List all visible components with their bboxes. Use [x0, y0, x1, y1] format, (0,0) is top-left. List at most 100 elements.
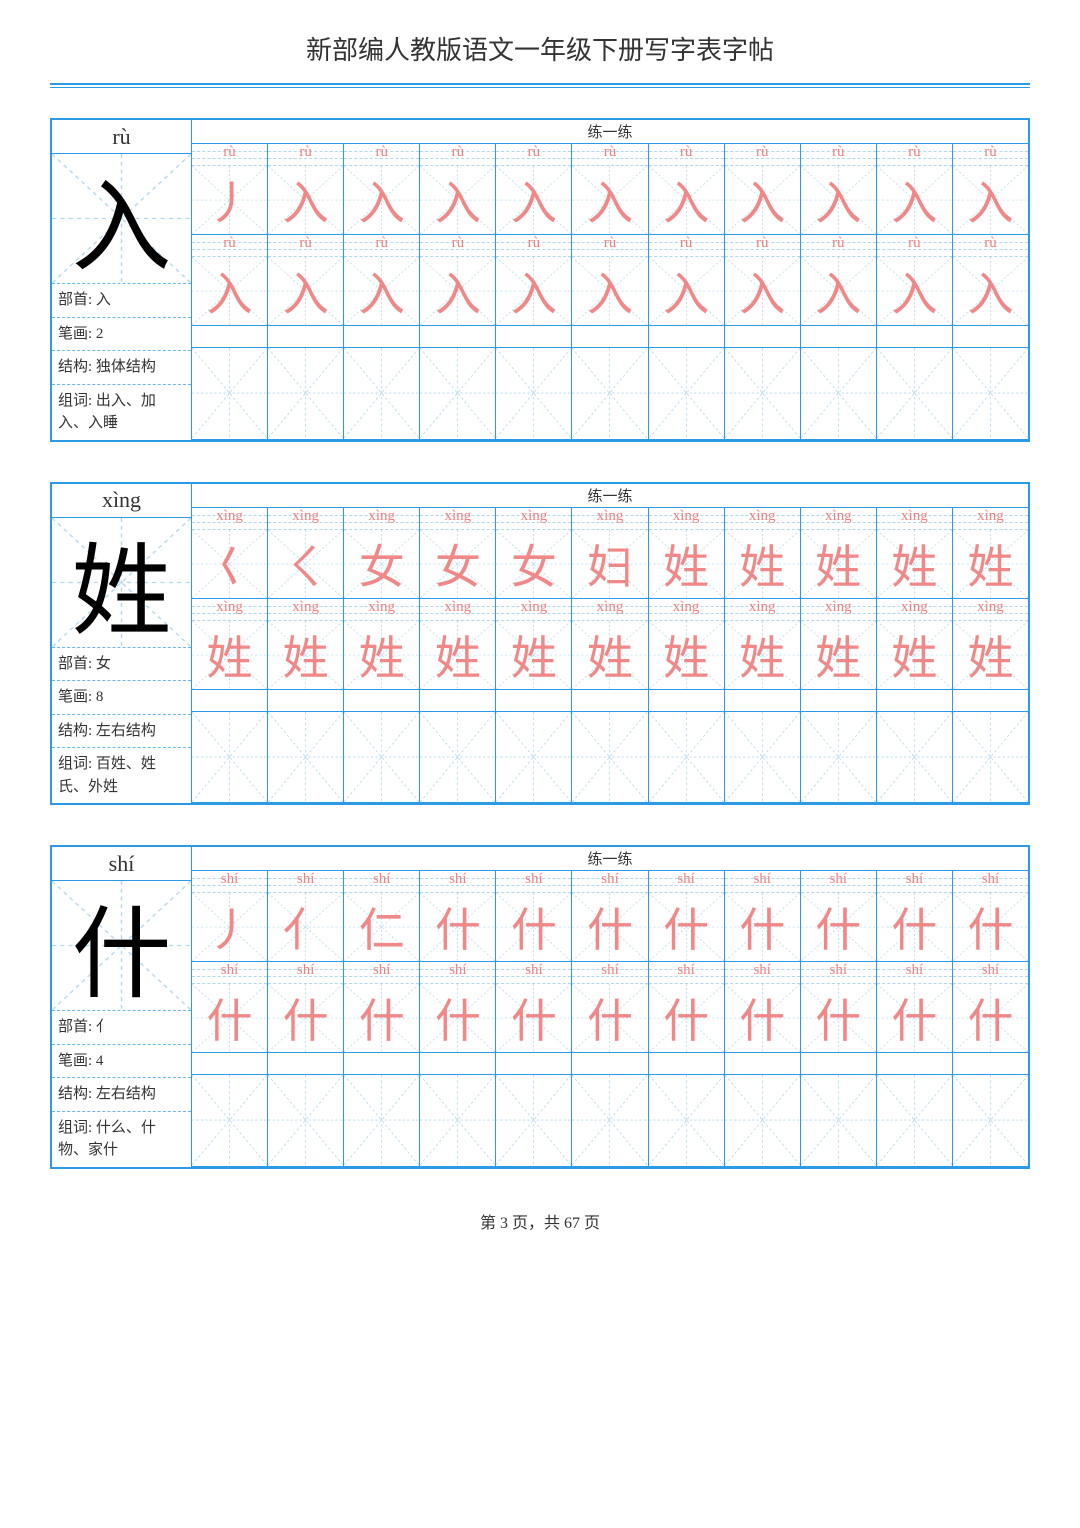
pinyin-small: rù: [649, 235, 724, 257]
empty-practice-cell: [953, 1075, 1028, 1166]
pinyin-small: xìng: [725, 599, 800, 621]
pinyin-small: xìng: [420, 599, 495, 621]
pinyin-small: rù: [801, 144, 876, 166]
pinyin-small: xìng: [649, 599, 724, 621]
practice-cell: shí什: [725, 962, 801, 1053]
pinyin-small: xìng: [649, 508, 724, 530]
pinyin-small: xìng: [268, 599, 343, 621]
trace-cell: 姓: [344, 621, 419, 689]
pinyin-small: xìng: [344, 599, 419, 621]
practice-cell: shí什: [420, 871, 496, 962]
trace-cell: 姓: [725, 530, 800, 598]
pinyin-small: rù: [877, 144, 952, 166]
practice-cell: rù入: [572, 144, 648, 235]
trace-cell: 什: [953, 984, 1028, 1052]
practice-cell: rù入: [496, 235, 572, 326]
practice-cell: shí什: [496, 962, 572, 1053]
practice-cell: shí什: [725, 871, 801, 962]
practice-cell: rù入: [344, 235, 420, 326]
trace-cell: 姓: [572, 621, 647, 689]
trace-cell: 什: [801, 893, 876, 961]
trace-cell: 入: [344, 257, 419, 325]
trace-cell: 什: [420, 893, 495, 961]
empty-practice-cell: [801, 712, 877, 803]
trace-cell: 入: [420, 257, 495, 325]
main-char-cell: 入: [52, 154, 191, 284]
trace-cell: 入: [801, 166, 876, 234]
empty-practice-cell: [572, 712, 648, 803]
trace-cell: 什: [268, 984, 343, 1052]
char-block: rù入部首: 入笔画: 2结构: 独体结构组词: 出入、加入、入睡练一练rù丿r…: [50, 118, 1030, 442]
pinyin-small: rù: [877, 235, 952, 257]
practice-cell: shí丿: [192, 871, 268, 962]
pinyin-small: shí: [344, 962, 419, 984]
trace-cell: 姓: [801, 530, 876, 598]
trace-cell: 姓: [953, 621, 1028, 689]
trace-cell: 什: [725, 893, 800, 961]
empty-practice-cell: [649, 348, 725, 439]
pinyin-small: rù: [420, 144, 495, 166]
empty-practice-cell: [496, 1075, 572, 1166]
pinyin-small: shí: [420, 871, 495, 893]
empty-practice-cell: [344, 348, 420, 439]
practice-cell: shí亻: [268, 871, 344, 962]
pinyin-small: rù: [192, 235, 267, 257]
pinyin-small: rù: [268, 235, 343, 257]
practice-cell: shí什: [572, 871, 648, 962]
pinyin-small: shí: [649, 871, 724, 893]
practice-cell: shí什: [877, 871, 953, 962]
trace-cell: 仁: [344, 893, 419, 961]
pinyin-small: rù: [268, 144, 343, 166]
pinyin-small: xìng: [496, 508, 571, 530]
empty-strip: [192, 1053, 1028, 1075]
empty-practice-cell: [725, 712, 801, 803]
trace-cell: 入: [344, 166, 419, 234]
trace-cell: 𡿨: [192, 530, 267, 598]
practice-cell: xìng女: [344, 508, 420, 599]
empty-practice-cell: [192, 348, 268, 439]
empty-practice-cell: [420, 1075, 496, 1166]
empty-practice-cell: [649, 1075, 725, 1166]
info-words: 组词: 百姓、姓氏、外姓: [52, 748, 191, 803]
trace-cell: 姓: [953, 530, 1028, 598]
practice-area: 练一练rù丿rù入rù入rù入rù入rù入rù入rù入rù入rù入rù入rù入r…: [192, 120, 1028, 440]
trace-cell: 什: [496, 893, 571, 961]
pinyin-small: shí: [877, 962, 952, 984]
pinyin-small: shí: [268, 871, 343, 893]
trace-cell: 姓: [192, 621, 267, 689]
practice-cell: shí什: [877, 962, 953, 1053]
pinyin-small: xìng: [344, 508, 419, 530]
practice-cell: shí什: [953, 962, 1028, 1053]
empty-strip: [192, 326, 1028, 348]
pinyin-small: xìng: [725, 508, 800, 530]
practice-cell: rù入: [420, 235, 496, 326]
practice-cell: rù入: [268, 144, 344, 235]
pinyin-small: rù: [725, 144, 800, 166]
empty-practice-cell: [877, 1075, 953, 1166]
main-char-cell: 什: [52, 881, 191, 1011]
practice-cell: xìngㄑ: [268, 508, 344, 599]
empty-practice-cell: [496, 348, 572, 439]
empty-practice-cell: [268, 348, 344, 439]
trace-cell: 姓: [496, 621, 571, 689]
practice-cell: shí什: [649, 871, 725, 962]
practice-label: 练一练: [192, 847, 1028, 871]
practice-cell: rù入: [192, 235, 268, 326]
pinyin-small: rù: [572, 235, 647, 257]
trace-cell: 什: [420, 984, 495, 1052]
trace-cell: 亻: [268, 893, 343, 961]
info-structure: 结构: 左右结构: [52, 1078, 191, 1112]
trace-cell: 入: [572, 166, 647, 234]
practice-cell: xìng姓: [725, 508, 801, 599]
practice-cell: shí什: [649, 962, 725, 1053]
trace-cell: 入: [268, 257, 343, 325]
left-column: xìng姓部首: 女笔画: 8结构: 左右结构组词: 百姓、姓氏、外姓: [52, 484, 192, 804]
practice-cell: rù入: [725, 144, 801, 235]
pinyin-small: rù: [344, 144, 419, 166]
trace-cell: 入: [572, 257, 647, 325]
trace-cell: 丿: [192, 166, 267, 234]
practice-label: 练一练: [192, 120, 1028, 144]
trace-cell: 妇: [572, 530, 647, 598]
empty-practice-cell: [953, 712, 1028, 803]
trace-cell: 什: [877, 984, 952, 1052]
